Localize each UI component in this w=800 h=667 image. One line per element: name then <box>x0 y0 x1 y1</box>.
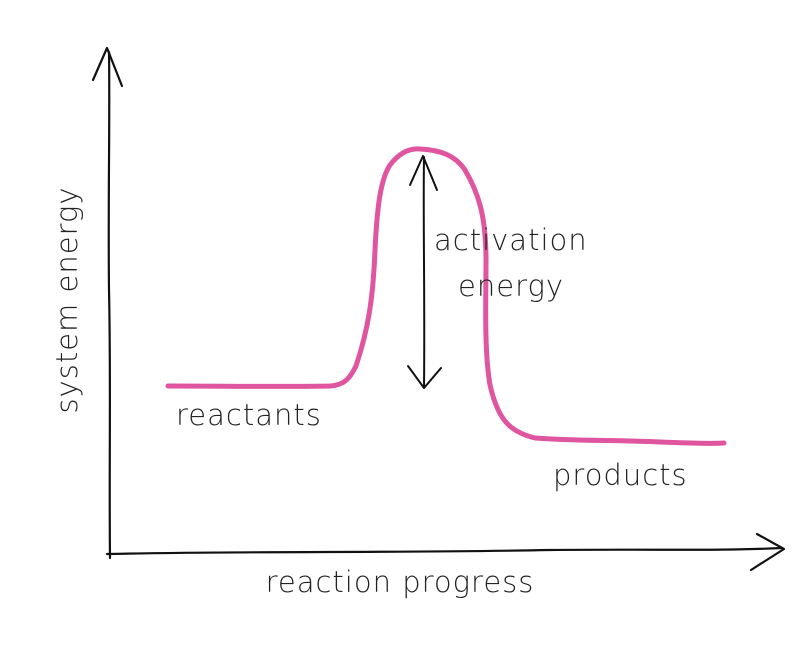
energy-curve <box>165 146 727 446</box>
y-axis <box>91 46 124 560</box>
arrowhead-top <box>409 155 438 191</box>
activation-energy-label-line1: activation <box>434 223 588 257</box>
y-axis-arrowhead <box>91 46 124 88</box>
activation-energy-label-line2: energy <box>458 269 564 303</box>
activation-energy-arrow <box>407 155 442 389</box>
reactants-label: reactants <box>176 398 322 432</box>
x-axis <box>105 532 786 572</box>
x-axis-label: reaction progress <box>266 565 535 599</box>
y-axis-label: system energy <box>50 186 84 413</box>
x-axis-arrowhead <box>749 532 786 572</box>
arrowhead-bottom <box>407 365 442 389</box>
products-label: products <box>553 458 688 492</box>
